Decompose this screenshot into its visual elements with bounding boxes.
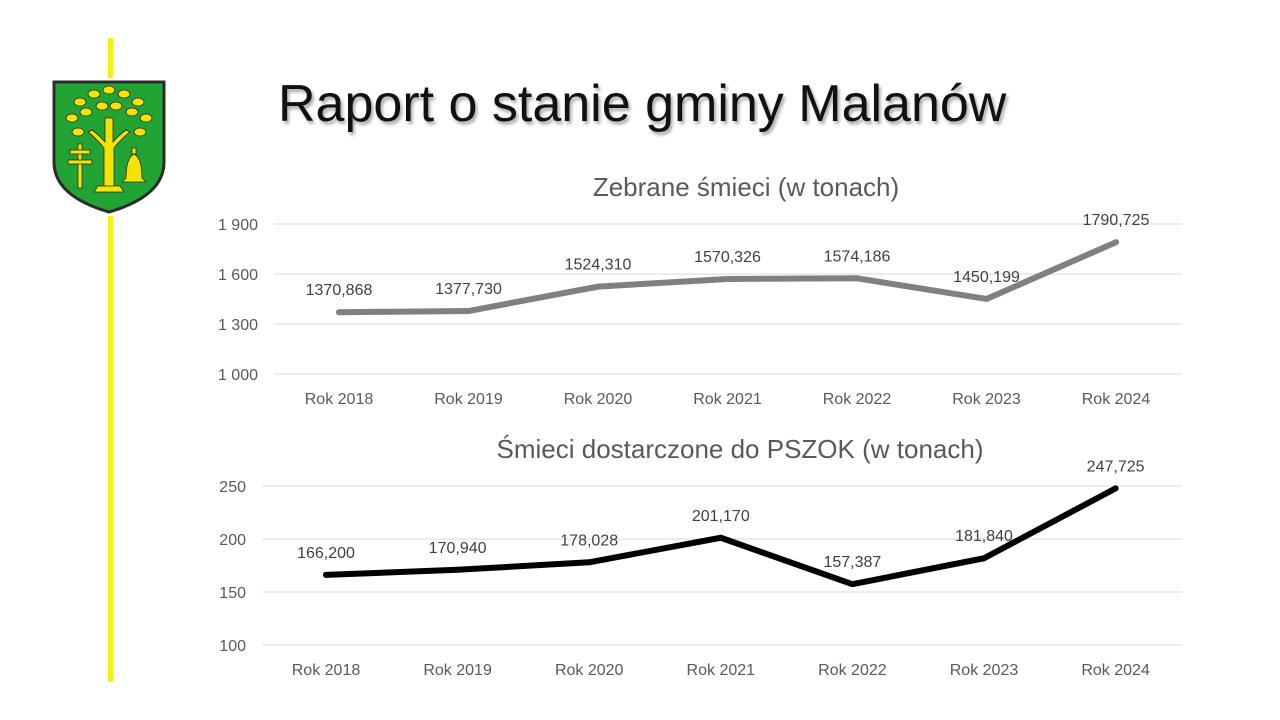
data-point xyxy=(465,308,472,315)
x-tick-label: Rok 2020 xyxy=(564,391,633,408)
data-point xyxy=(724,275,731,282)
y-tick-label: 1 900 xyxy=(218,217,258,234)
x-tick-label: Rok 2023 xyxy=(952,391,1021,408)
chart-title: Śmieci dostarczone do PSZOK (w tonach) xyxy=(497,434,984,464)
data-label: 1377,730 xyxy=(435,281,502,298)
data-point xyxy=(454,566,461,573)
coat-of-arms-logo xyxy=(50,78,168,216)
data-point xyxy=(595,283,601,290)
x-tick-label: Rok 2018 xyxy=(292,662,361,679)
x-tick-label: Rok 2023 xyxy=(950,662,1019,679)
x-tick-label: Rok 2019 xyxy=(423,662,492,679)
x-tick-label: Rok 2022 xyxy=(818,662,887,679)
data-point xyxy=(586,559,593,566)
y-tick-label: 1 600 xyxy=(218,267,258,284)
data-point xyxy=(849,581,856,588)
data-point xyxy=(323,571,329,578)
data-point xyxy=(1113,239,1119,246)
data-point xyxy=(854,275,860,282)
y-tick-label: 200 xyxy=(219,532,246,549)
y-tick-label: 150 xyxy=(219,585,246,602)
data-point xyxy=(981,555,987,562)
yellow-divider-line xyxy=(108,38,113,682)
x-tick-label: Rok 2019 xyxy=(434,391,503,408)
y-tick-label: 100 xyxy=(219,638,246,655)
data-point xyxy=(717,534,724,541)
data-label: 1574,186 xyxy=(824,248,891,265)
data-label: 181,840 xyxy=(955,528,1013,545)
x-tick-label: Rok 2021 xyxy=(687,662,756,679)
data-label: 1450,199 xyxy=(953,269,1020,286)
page-title: Raport o stanie gminy Malanów xyxy=(278,75,1007,133)
data-label: 170,940 xyxy=(429,540,487,557)
y-tick-label: 1 300 xyxy=(218,317,258,334)
x-tick-label: Rok 2024 xyxy=(1082,391,1151,408)
data-label: 1570,326 xyxy=(694,249,761,266)
data-label: 1370,868 xyxy=(306,282,373,299)
x-tick-label: Rok 2024 xyxy=(1081,662,1150,679)
data-label: 1790,725 xyxy=(1083,212,1150,229)
data-label: 1524,310 xyxy=(565,257,632,274)
data-label: 247,725 xyxy=(1087,458,1145,475)
x-tick-label: Rok 2021 xyxy=(693,391,762,408)
data-label: 201,170 xyxy=(692,508,750,525)
chart-title: Zebrane śmieci (w tonach) xyxy=(593,172,899,202)
y-tick-label: 1 000 xyxy=(218,367,258,384)
x-tick-label: Rok 2018 xyxy=(305,391,374,408)
y-tick-label: 250 xyxy=(219,479,246,496)
data-point xyxy=(1112,485,1119,492)
data-label: 166,200 xyxy=(297,545,355,562)
data-point xyxy=(336,309,342,316)
data-label: 178,028 xyxy=(560,532,618,549)
data-label: 157,387 xyxy=(823,554,881,571)
data-point xyxy=(983,295,990,302)
x-tick-label: Rok 2020 xyxy=(555,662,624,679)
x-tick-label: Rok 2022 xyxy=(823,391,892,408)
